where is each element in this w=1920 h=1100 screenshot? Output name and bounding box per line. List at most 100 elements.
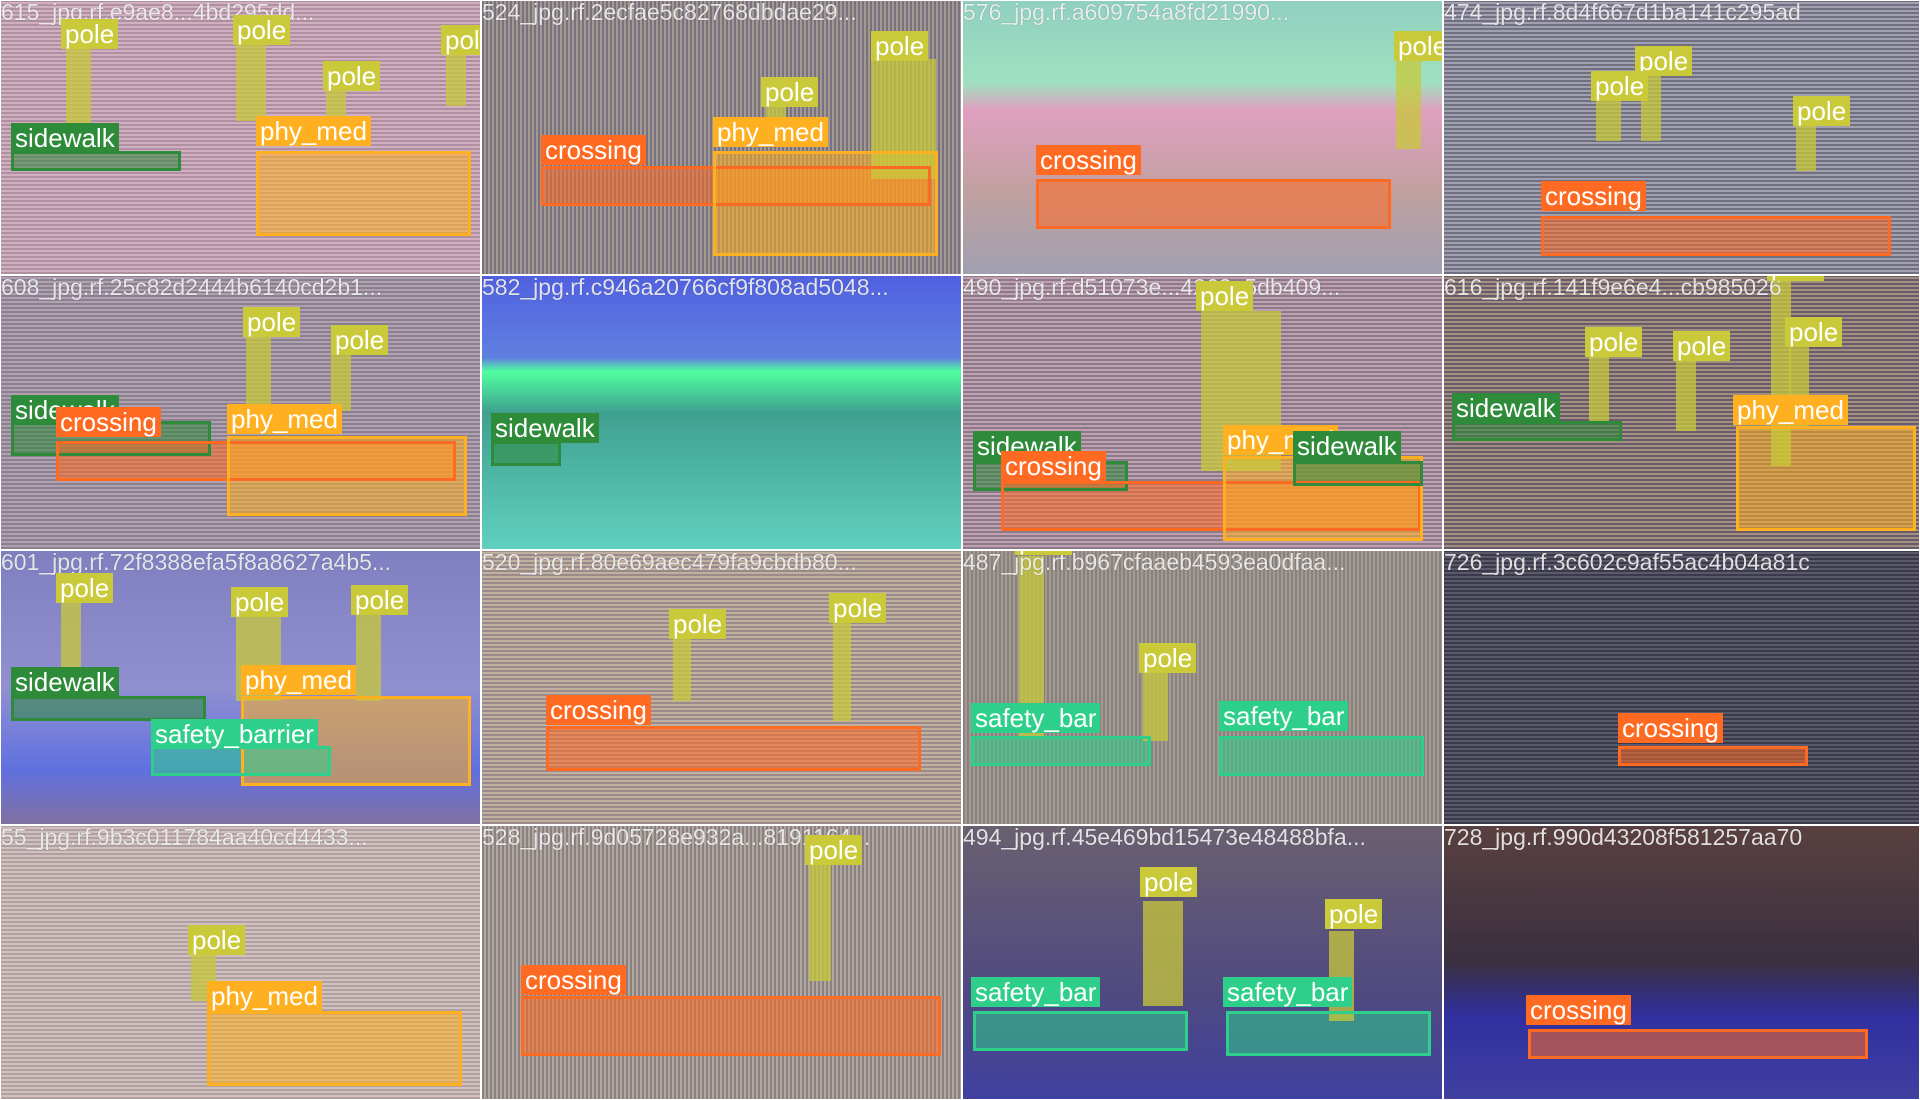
class-label: pole — [323, 61, 381, 91]
bounding-box — [1329, 931, 1354, 1021]
result-tile: 487_jpg.rf.b967cfaaeb4593ea0dfaa...polep… — [962, 550, 1443, 825]
class-label: pole — [1394, 31, 1442, 61]
result-tile: 582_jpg.rf.c946a20766cf9f808ad5048...sid… — [481, 275, 962, 550]
bounding-box — [546, 726, 921, 771]
class-label: phy_med — [207, 981, 322, 1011]
bounding-box — [1143, 671, 1168, 741]
bounding-box — [1219, 736, 1424, 776]
image-filename: 616_jpg.rf.141f9e6e4...cb985026 — [1444, 275, 1782, 300]
bounding-box — [1618, 746, 1808, 766]
image-filename: 728_jpg.rf.990d43208f581257aa70 — [1444, 825, 1803, 850]
tile-image — [963, 826, 1442, 1099]
class-label: crossing — [1618, 713, 1723, 743]
image-filename: 582_jpg.rf.c946a20766cf9f808ad5048... — [482, 275, 889, 300]
class-label: pole — [1767, 276, 1825, 281]
class-label: safety_bar — [971, 977, 1101, 1007]
class-label: sidewalk — [1452, 393, 1560, 423]
bounding-box — [227, 436, 467, 516]
bounding-box — [491, 441, 561, 466]
class-label: safety_bar — [1223, 977, 1353, 1007]
image-filename: 524_jpg.rf.2ecfae5c82768dbdae29... — [482, 0, 857, 25]
result-tile: 728_jpg.rf.990d43208f581257aa70 crossing — [1443, 825, 1920, 1100]
result-tile: 601_jpg.rf.72f8388efa5f8a8627a4b5...pole… — [0, 550, 481, 825]
class-label: sidewalk — [1293, 431, 1401, 461]
result-tile: 474_jpg.rf.8d4f667d1ba141c295ad pole pole p… — [1443, 0, 1920, 275]
class-label: pole — [1140, 867, 1198, 897]
bounding-box — [1541, 216, 1891, 256]
tile-image — [963, 1, 1442, 274]
class-label: phy_med — [1733, 395, 1848, 425]
bounding-box — [151, 746, 331, 776]
bounding-box — [11, 696, 206, 721]
class-label: pole — [669, 609, 727, 639]
bounding-box — [1736, 426, 1916, 531]
class-label: pole — [1673, 331, 1731, 361]
bounding-box — [236, 41, 266, 121]
bounding-box — [1452, 421, 1622, 441]
class-label: pole — [1139, 643, 1197, 673]
image-filename: 490_jpg.rf.d51073e...4263a5db409... — [963, 275, 1341, 300]
class-label: pole — [1591, 71, 1649, 101]
bounding-box — [1796, 121, 1816, 171]
bounding-box — [1226, 1011, 1431, 1056]
result-tile: 494_jpg.rf.45e469bd15473e48488bfa...pole… — [962, 825, 1443, 1100]
result-tile: 615_jpg.rf.e9ae8...4bd295dd... pole pole po… — [0, 0, 481, 275]
class-label: pole — [1015, 551, 1073, 555]
bounding-box — [1036, 179, 1391, 229]
bounding-box — [973, 1011, 1188, 1051]
class-label: sidewalk — [491, 413, 599, 443]
class-label: pole — [441, 25, 480, 55]
class-label: sidewalk — [11, 667, 119, 697]
bounding-box — [521, 996, 941, 1056]
class-label: pole — [188, 925, 246, 955]
result-tile: 520_jpg.rf.80e69aec479fa9cbdb80...pole po… — [481, 550, 962, 825]
result-tile: 55_jpg.rf.9b3c011784aa40cd4433...pole phy… — [0, 825, 481, 1100]
class-label: pole — [871, 31, 929, 61]
image-filename: 494_jpg.rf.45e469bd15473e48488bfa... — [963, 825, 1366, 850]
bounding-box — [207, 1011, 462, 1086]
bounding-box — [256, 151, 471, 236]
class-label: pole — [1196, 281, 1254, 311]
bounding-box — [971, 736, 1151, 766]
bounding-box — [673, 636, 691, 701]
class-label: pole — [231, 587, 289, 617]
image-filename: 55_jpg.rf.9b3c011784aa40cd4433... — [1, 825, 368, 850]
class-label: phy_med — [713, 117, 828, 147]
bounding-box — [1676, 361, 1696, 431]
bounding-box — [446, 46, 466, 106]
result-tile: 576_jpg.rf.a609754a8fd21990... pole crossi… — [962, 0, 1443, 275]
image-filename: 608_jpg.rf.25c82d2444b6140cd2b1... — [1, 275, 383, 300]
class-label: crossing — [1526, 995, 1631, 1025]
class-label: phy_med — [241, 665, 356, 695]
class-label: safety_bar — [1219, 701, 1349, 731]
image-filename: 601_jpg.rf.72f8388efa5f8a8627a4b5... — [1, 550, 392, 575]
bounding-box — [1589, 351, 1609, 421]
image-filename: 520_jpg.rf.80e69aec479fa9cbdb80... — [482, 550, 857, 575]
image-filename: 576_jpg.rf.a609754a8fd21990... — [963, 0, 1290, 25]
class-label: phy_med — [256, 116, 371, 146]
class-label: crossing — [541, 135, 646, 165]
bounding-box — [1293, 461, 1423, 486]
class-label: phy_med — [227, 404, 342, 434]
result-tile: 616_jpg.rf.141f9e6e4...cb985026 pole pole p… — [1443, 275, 1920, 550]
image-filename: 474_jpg.rf.8d4f667d1ba141c295ad — [1444, 0, 1801, 25]
tile-image — [482, 826, 961, 1099]
bounding-box — [713, 151, 938, 256]
class-label: pole — [1793, 96, 1851, 126]
tile-image — [1444, 551, 1919, 824]
bounding-box — [1596, 101, 1621, 141]
result-tile: 726_jpg.rf.3c602c9af55ac4b04a81c crossing — [1443, 550, 1920, 825]
tile-image — [482, 551, 961, 824]
bounding-box — [1396, 59, 1421, 149]
class-label: pole — [351, 585, 409, 615]
class-label: pole — [761, 77, 819, 107]
bounding-box — [331, 351, 351, 411]
bounding-box — [1528, 1029, 1868, 1059]
class-label: pole — [829, 593, 887, 623]
class-label: pole — [1325, 899, 1383, 929]
class-label: safety_bar — [971, 703, 1101, 733]
result-tile: 608_jpg.rf.25c82d2444b6140cd2b1... pole po… — [0, 275, 481, 550]
class-label: sidewalk — [11, 123, 119, 153]
class-label: safety_barrier — [151, 719, 318, 749]
